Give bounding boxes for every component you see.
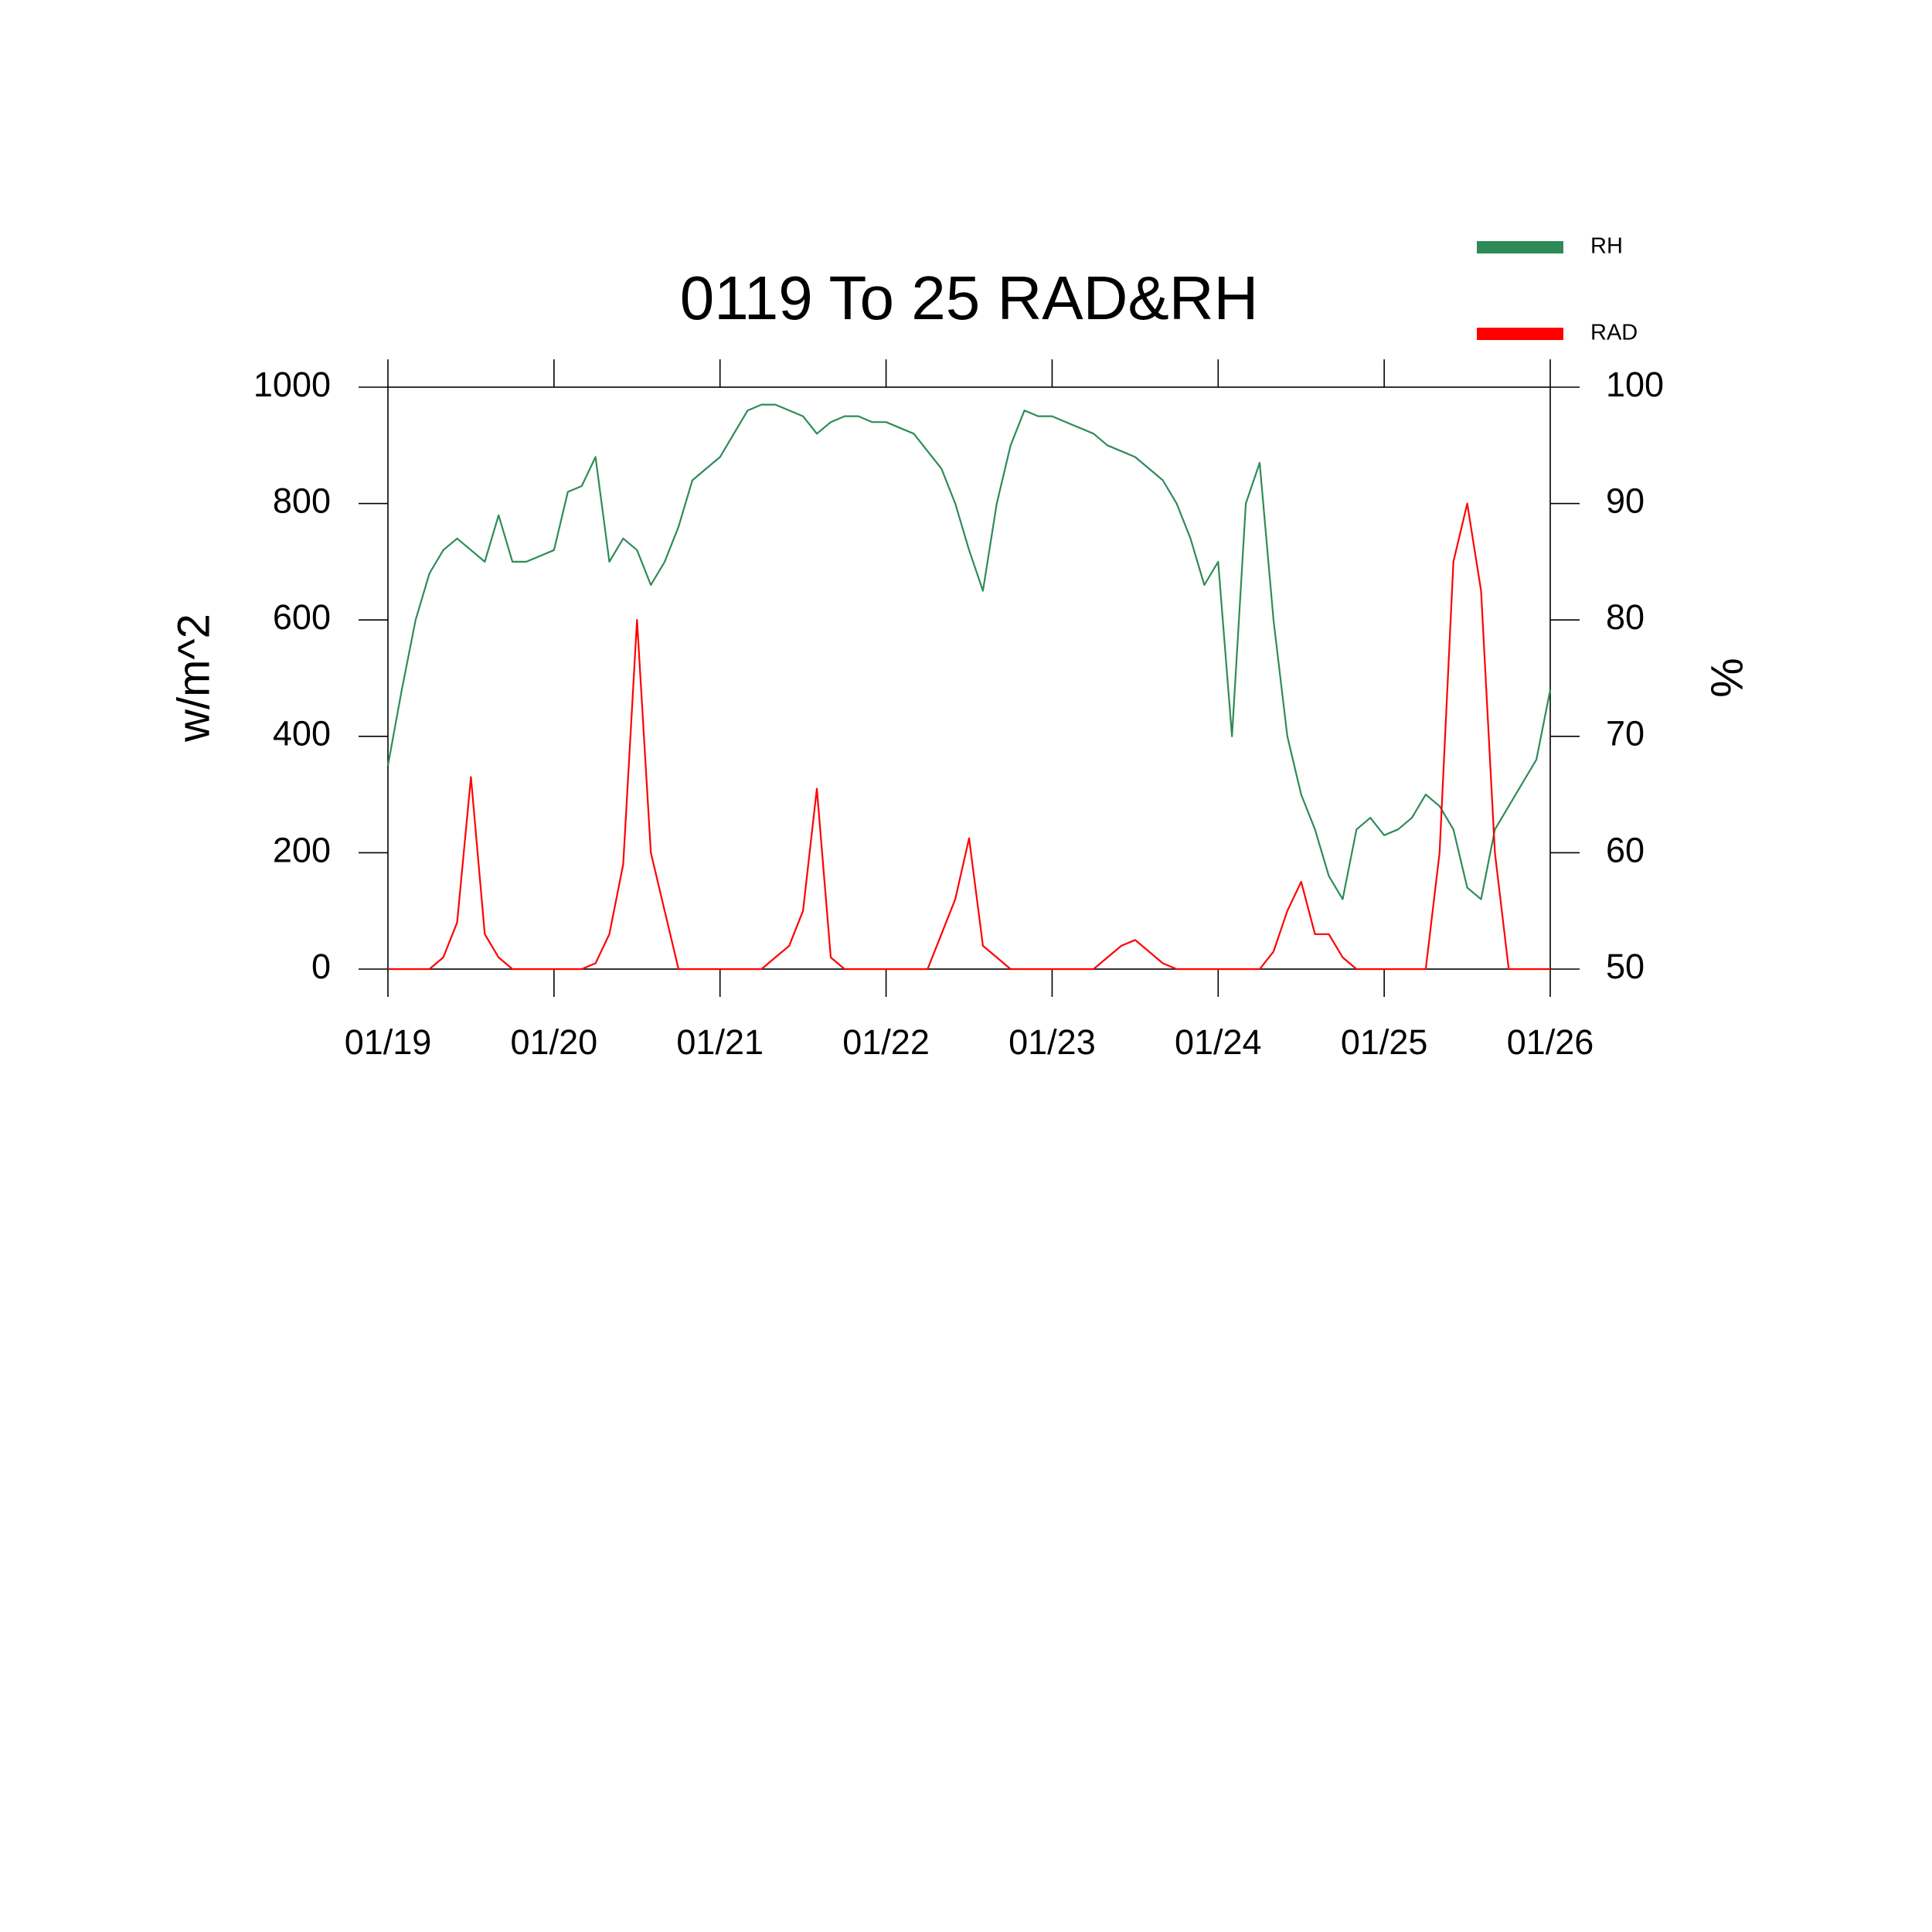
y2-tick-label: 80 [1606, 597, 1645, 637]
x-tick-label: 01/25 [1341, 1022, 1428, 1062]
y-axis-title: w/m^2 [168, 614, 219, 743]
y-tick-label: 200 [273, 830, 331, 869]
y-tick-label: 800 [273, 481, 331, 520]
y-tick-label: 0 [311, 947, 331, 986]
series-line [386, 403, 1552, 900]
plot-frame [387, 386, 1551, 970]
y2-tick-label: 90 [1606, 481, 1645, 520]
y2-tick-label: 100 [1606, 365, 1664, 404]
y2-tick-label: 50 [1606, 947, 1645, 986]
x-tick-label: 01/19 [345, 1022, 432, 1062]
y-tick-label: 1000 [253, 365, 331, 404]
x-tick-label: 01/26 [1507, 1022, 1594, 1062]
y2-axis-title: % [1702, 658, 1752, 698]
series-line [388, 502, 1550, 971]
y2-tick-label: 60 [1606, 830, 1645, 869]
x-tick-label: 01/24 [1175, 1022, 1262, 1062]
legend-label: RAD [1590, 321, 1638, 345]
y2-tick-label: 70 [1606, 714, 1645, 753]
x-tick-label: 01/20 [511, 1022, 598, 1062]
legend-label: RH [1590, 234, 1623, 259]
x-tick-label: 01/21 [676, 1022, 764, 1062]
x-tick-label: 01/22 [842, 1022, 930, 1062]
x-tick-label: 01/23 [1009, 1022, 1096, 1062]
chart-title: 0119 To 25 RAD&RH [680, 264, 1259, 332]
y-tick-label: 600 [273, 597, 331, 637]
y-tick-label: 400 [273, 714, 331, 753]
